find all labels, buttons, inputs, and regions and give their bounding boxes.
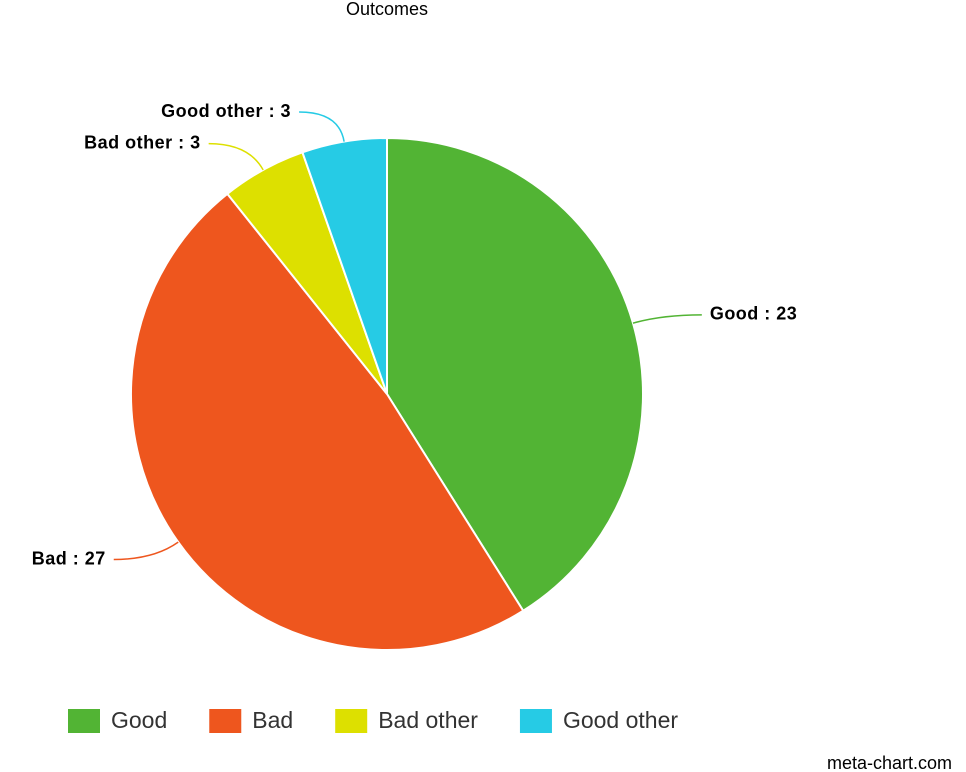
pie-slice: [386, 136, 644, 613]
data-label: Bad : 27: [32, 548, 106, 568]
legend-swatch: [209, 709, 242, 733]
data-label: Good : 23: [710, 304, 798, 324]
legend-swatch: [519, 709, 552, 733]
legend-label: Bad other: [378, 707, 478, 733]
legend-swatch: [68, 709, 100, 733]
leader-line: [113, 541, 179, 561]
leader-line: [299, 111, 345, 142]
legend-label: Bad: [252, 707, 293, 733]
data-label: Bad other : 3: [84, 132, 201, 152]
data-label: Good other : 3: [161, 101, 291, 121]
legend-swatch: [335, 709, 368, 733]
pie-slice: [301, 136, 388, 395]
pie-slice: [130, 192, 525, 651]
legend-label: Good: [111, 707, 167, 733]
leader-line: [632, 314, 702, 324]
credit: meta-chart.com: [827, 753, 952, 772]
legend-label: Good other: [563, 707, 678, 733]
leader-line: [208, 142, 264, 171]
chart-title: Outcomes: [346, 0, 428, 19]
